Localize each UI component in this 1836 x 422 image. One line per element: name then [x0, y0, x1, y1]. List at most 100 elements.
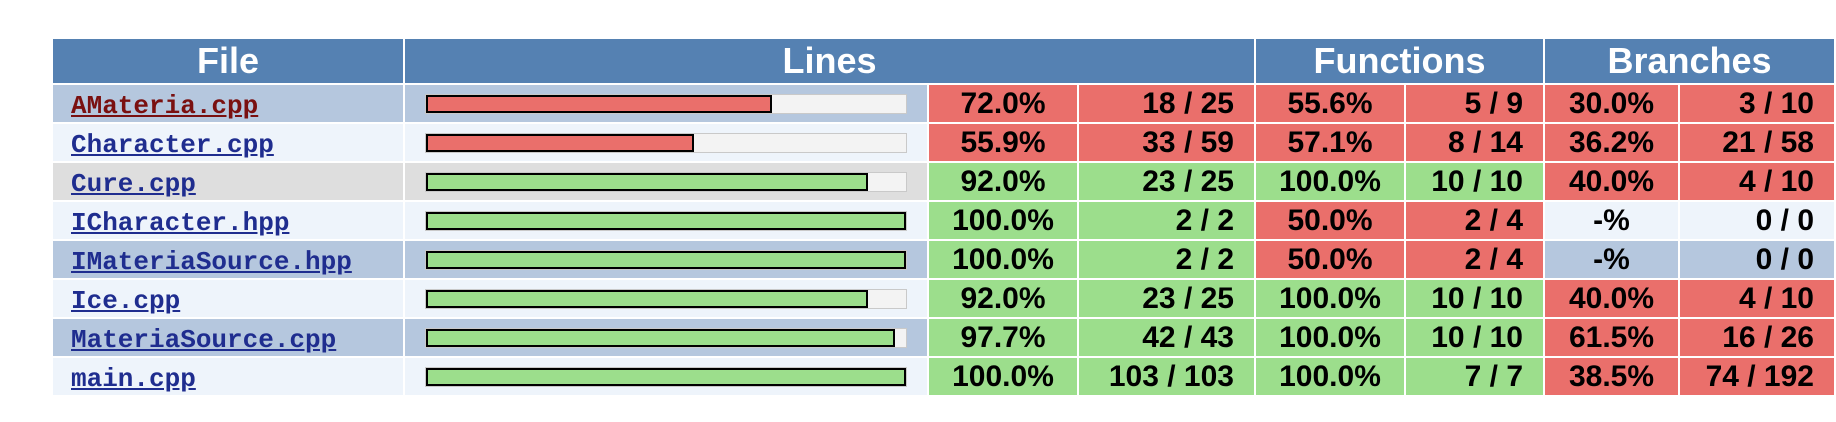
file-cell: Cure.cpp: [53, 163, 403, 200]
function-coverage-percent: 100.0%: [1256, 280, 1404, 317]
branch-coverage-percent: 61.5%: [1545, 319, 1678, 356]
table-row: main.cpp 100.0% 103 / 103 100.0% 7 / 7 38.5% 7…: [53, 358, 1834, 395]
line-coverage-count: 2 / 2: [1079, 241, 1254, 278]
line-coverage-bar: [425, 171, 907, 192]
branch-coverage-count: 21 / 58: [1680, 124, 1834, 161]
table-row: IMateriaSource.hpp 100.0% 2 / 2 50.0% 2 / 4-…: [53, 241, 1834, 278]
branch-coverage-count: 0 / 0: [1680, 241, 1834, 278]
file-cell: Character.cpp: [53, 124, 403, 161]
file-link[interactable]: MateriaSource.cpp: [71, 324, 337, 355]
function-coverage-percent: 100.0%: [1256, 163, 1404, 200]
branch-coverage-count: 3 / 10: [1680, 85, 1834, 122]
table-row: ICharacter.hpp 100.0% 2 / 2 50.0% 2 / 4 -% 0 /…: [53, 202, 1834, 239]
line-coverage-percent: 72.0%: [929, 85, 1077, 122]
branch-coverage-percent: 36.2%: [1545, 124, 1678, 161]
line-coverage-bar-cell: [405, 85, 927, 122]
file-cell: AMateria.cpp: [53, 85, 403, 122]
coverage-table: File Lines Functions Branches AMateria.c…: [51, 37, 1836, 397]
file-cell: ICharacter.hpp: [53, 202, 403, 239]
line-coverage-bar-cell: [405, 124, 927, 161]
function-coverage-percent: 50.0%: [1256, 202, 1404, 239]
line-coverage-bar-fill: [426, 250, 906, 269]
function-coverage-count: 2 / 4: [1406, 241, 1543, 278]
function-coverage-percent: 55.6%: [1256, 85, 1404, 122]
branch-coverage-count: 4 / 10: [1680, 163, 1834, 200]
branch-coverage-count: 16 / 26: [1680, 319, 1834, 356]
line-coverage-bar: [425, 327, 907, 348]
file-link[interactable]: Ice.cpp: [71, 285, 181, 316]
line-coverage-bar: [425, 132, 907, 153]
file-link[interactable]: AMateria.cpp: [71, 90, 259, 121]
line-coverage-count: 103 / 103: [1079, 358, 1254, 395]
line-coverage-count: 2 / 2: [1079, 202, 1254, 239]
branch-coverage-percent: 38.5%: [1545, 358, 1678, 395]
line-coverage-bar-fill: [426, 328, 895, 347]
line-coverage-bar-fill: [426, 172, 868, 191]
file-link[interactable]: main.cpp: [71, 363, 196, 394]
line-coverage-bar: [425, 93, 907, 114]
file-column-header: File: [53, 39, 403, 83]
function-coverage-count: 2 / 4: [1406, 202, 1543, 239]
branch-coverage-percent: 30.0%: [1545, 85, 1678, 122]
line-coverage-bar: [425, 288, 907, 309]
line-coverage-bar-fill: [426, 94, 772, 113]
line-coverage-bar-cell: [405, 202, 927, 239]
file-link[interactable]: Cure.cpp: [71, 168, 196, 199]
line-coverage-percent: 100.0%: [929, 202, 1077, 239]
line-coverage-count: 18 / 25: [1079, 85, 1254, 122]
file-cell: IMateriaSource.hpp: [53, 241, 403, 278]
function-coverage-count: 10 / 10: [1406, 280, 1543, 317]
table-row: AMateria.cpp 72.0% 18 / 25 55.6% 5 / 9 30.0% 3…: [53, 85, 1834, 122]
branch-coverage-percent: -%: [1545, 241, 1678, 278]
function-coverage-percent: 57.1%: [1256, 124, 1404, 161]
line-coverage-percent: 92.0%: [929, 280, 1077, 317]
line-coverage-bar-fill: [426, 367, 906, 386]
function-coverage-count: 5 / 9: [1406, 85, 1543, 122]
line-coverage-bar: [425, 366, 907, 387]
function-coverage-percent: 50.0%: [1256, 241, 1404, 278]
line-coverage-count: 23 / 25: [1079, 280, 1254, 317]
file-link[interactable]: ICharacter.hpp: [71, 207, 290, 238]
branch-coverage-count: 74 / 192: [1680, 358, 1834, 395]
line-coverage-bar: [425, 249, 907, 270]
function-coverage-percent: 100.0%: [1256, 358, 1404, 395]
branch-coverage-percent: 40.0%: [1545, 280, 1678, 317]
function-coverage-count: 10 / 10: [1406, 163, 1543, 200]
line-coverage-bar-cell: [405, 241, 927, 278]
file-cell: Ice.cpp: [53, 280, 403, 317]
branch-coverage-count: 4 / 10: [1680, 280, 1834, 317]
table-row: Cure.cpp 92.0% 23 / 25 100.0% 10 / 10 40.0% 4 …: [53, 163, 1834, 200]
branches-column-header: Branches: [1545, 39, 1834, 83]
lines-column-header: Lines: [405, 39, 1254, 83]
header-row: File Lines Functions Branches: [53, 39, 1834, 83]
function-coverage-count: 10 / 10: [1406, 319, 1543, 356]
function-coverage-count: 7 / 7: [1406, 358, 1543, 395]
line-coverage-count: 42 / 43: [1079, 319, 1254, 356]
branch-coverage-percent: -%: [1545, 202, 1678, 239]
table-row: Ice.cpp 92.0% 23 / 25 100.0% 10 / 10 40.0% 4 /…: [53, 280, 1834, 317]
table-row: MateriaSource.cpp 97.7% 42 / 43 100.0% 10 / …: [53, 319, 1834, 356]
file-cell: main.cpp: [53, 358, 403, 395]
functions-column-header: Functions: [1256, 39, 1543, 83]
function-coverage-percent: 100.0%: [1256, 319, 1404, 356]
line-coverage-bar-fill: [426, 211, 906, 230]
line-coverage-percent: 100.0%: [929, 241, 1077, 278]
file-cell: MateriaSource.cpp: [53, 319, 403, 356]
line-coverage-percent: 97.7%: [929, 319, 1077, 356]
line-coverage-count: 23 / 25: [1079, 163, 1254, 200]
line-coverage-percent: 100.0%: [929, 358, 1077, 395]
line-coverage-bar-cell: [405, 163, 927, 200]
file-link[interactable]: IMateriaSource.hpp: [71, 246, 352, 277]
line-coverage-bar-fill: [426, 289, 868, 308]
function-coverage-count: 8 / 14: [1406, 124, 1543, 161]
file-link[interactable]: Character.cpp: [71, 129, 274, 160]
line-coverage-bar-cell: [405, 280, 927, 317]
table-row: Character.cpp 55.9% 33 / 59 57.1% 8 / 14 36.2…: [53, 124, 1834, 161]
line-coverage-bar-fill: [426, 133, 695, 152]
line-coverage-percent: 92.0%: [929, 163, 1077, 200]
line-coverage-percent: 55.9%: [929, 124, 1077, 161]
line-coverage-bar-cell: [405, 358, 927, 395]
line-coverage-count: 33 / 59: [1079, 124, 1254, 161]
line-coverage-bar-cell: [405, 319, 927, 356]
line-coverage-bar: [425, 210, 907, 231]
